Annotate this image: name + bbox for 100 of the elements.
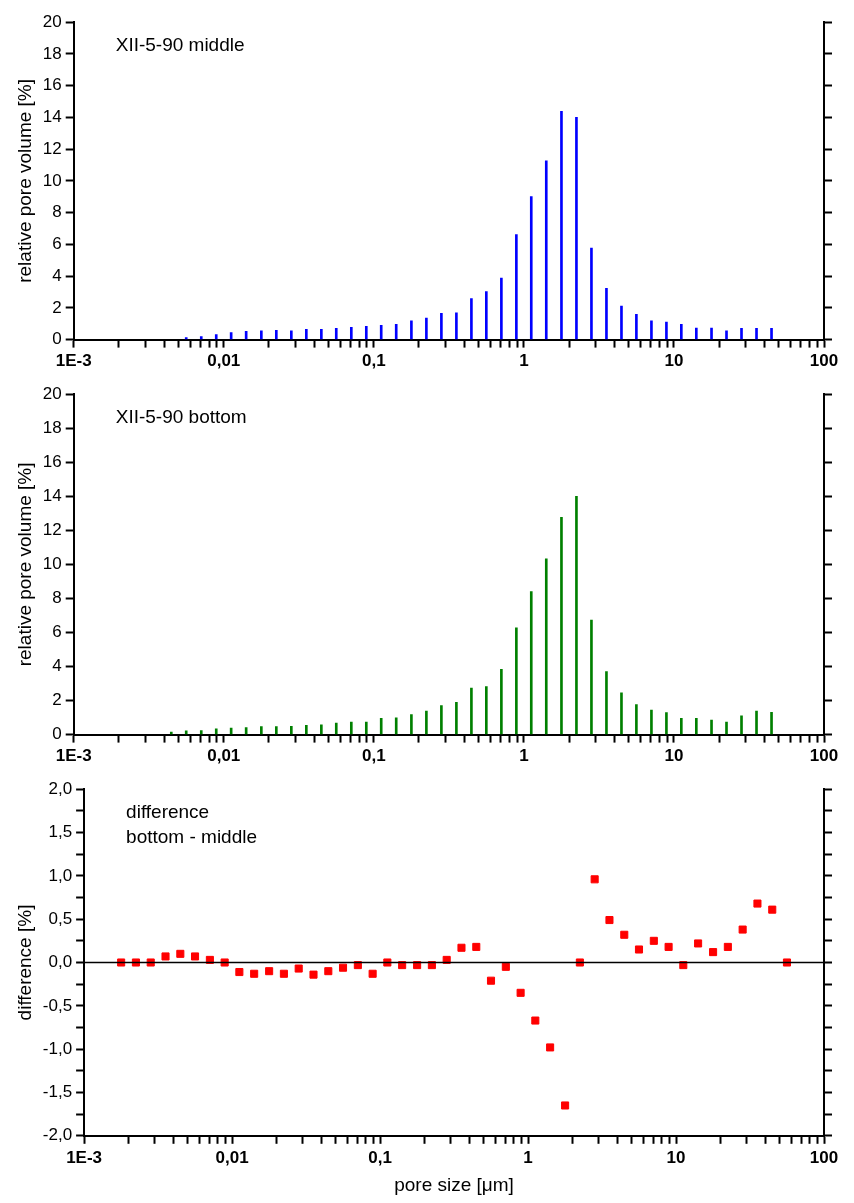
y-tick-label: 14 <box>42 107 62 127</box>
y-tick-label: 1,5 <box>48 822 73 842</box>
bar <box>394 717 398 735</box>
x-tick-label: 0,01 <box>207 351 241 371</box>
bar <box>515 627 518 735</box>
bar <box>199 730 203 735</box>
bar <box>515 234 518 340</box>
point <box>501 962 510 971</box>
bar <box>290 725 293 735</box>
point <box>531 1016 540 1025</box>
y-tick-label: 0,0 <box>48 952 73 972</box>
bar <box>260 330 263 340</box>
x-tick-label: 1E-3 <box>55 746 92 766</box>
x-tick-label: 1 <box>523 1147 533 1167</box>
y-tick-label: 2 <box>52 690 62 710</box>
x-tick-label: 0,1 <box>368 1147 392 1167</box>
x-axis-title: pore size [μm] <box>394 1173 514 1195</box>
annotation: XII-5-90 middle <box>115 33 245 55</box>
bar <box>470 687 473 735</box>
bar <box>500 277 503 340</box>
bar <box>425 710 428 735</box>
y-tick-label: 6 <box>52 234 62 254</box>
bar <box>440 705 443 735</box>
bar <box>334 328 338 340</box>
x-tick-label: 100 <box>809 1147 839 1167</box>
x-tick-label: 0,1 <box>362 351 386 371</box>
point <box>294 964 303 973</box>
y-tick-label: 14 <box>42 486 62 506</box>
point <box>324 967 333 976</box>
x-tick-label: 1 <box>519 746 529 766</box>
bar <box>349 327 353 340</box>
point <box>309 970 318 979</box>
point <box>768 905 777 914</box>
y-tick-label: 16 <box>42 451 62 471</box>
y-tick-label: 18 <box>42 417 62 437</box>
bar <box>364 721 368 735</box>
y-tick-label: -1,5 <box>42 1082 73 1102</box>
point <box>723 942 732 951</box>
y-tick-label: 2,0 <box>48 778 73 798</box>
bar <box>755 328 758 340</box>
point <box>709 948 718 957</box>
bar <box>275 726 278 735</box>
y-tick-label: 10 <box>42 170 62 190</box>
point <box>753 899 762 908</box>
bar <box>529 591 533 735</box>
bar <box>470 298 473 340</box>
point <box>516 988 525 997</box>
bar <box>305 328 308 340</box>
y-tick-label: 20 <box>42 383 62 403</box>
bar <box>334 722 338 735</box>
bar <box>544 160 548 340</box>
point <box>368 969 377 978</box>
bar <box>575 117 578 340</box>
point <box>486 976 496 985</box>
x-tick-label: 0,01 <box>215 1147 249 1167</box>
bar <box>680 718 683 735</box>
y-tick-label: 16 <box>42 75 62 95</box>
y-tick-label: 2 <box>52 297 62 317</box>
point <box>338 963 348 972</box>
bar <box>575 495 578 735</box>
bar <box>650 320 653 340</box>
bar <box>275 330 278 340</box>
bar <box>260 726 263 735</box>
bar <box>184 337 188 340</box>
x-tick-label: 0,1 <box>362 746 386 766</box>
bar <box>394 323 398 340</box>
bar <box>379 718 383 735</box>
bar <box>590 247 593 340</box>
bar <box>695 327 698 340</box>
x-tick-label: 10 <box>664 351 684 371</box>
bar <box>680 323 683 340</box>
bar <box>665 712 668 735</box>
bar <box>770 328 773 340</box>
bar <box>605 671 608 735</box>
point <box>279 969 288 978</box>
point <box>546 1043 555 1052</box>
x-tick-label: 1E-3 <box>66 1147 103 1167</box>
y-tick-label: 4 <box>52 265 62 285</box>
bar <box>199 336 203 340</box>
point <box>664 942 673 951</box>
bar <box>214 728 218 735</box>
bar <box>485 291 488 340</box>
bar <box>590 619 593 735</box>
bar <box>740 715 743 735</box>
y-tick-label: -1,0 <box>42 1038 73 1058</box>
point <box>694 939 703 948</box>
bar <box>605 288 608 340</box>
bar <box>740 328 743 340</box>
point <box>250 969 259 978</box>
point <box>590 875 599 884</box>
y-tick-label: 20 <box>42 11 62 31</box>
bar <box>529 196 533 340</box>
bar <box>485 686 488 735</box>
bar <box>440 312 443 340</box>
point <box>605 916 614 925</box>
y-tick-label: 12 <box>42 520 62 540</box>
y-tick-label: -2,0 <box>42 1125 73 1145</box>
bar <box>410 320 413 340</box>
y-tick-label: 8 <box>52 202 62 222</box>
x-tick-label: 1E-3 <box>55 351 92 371</box>
